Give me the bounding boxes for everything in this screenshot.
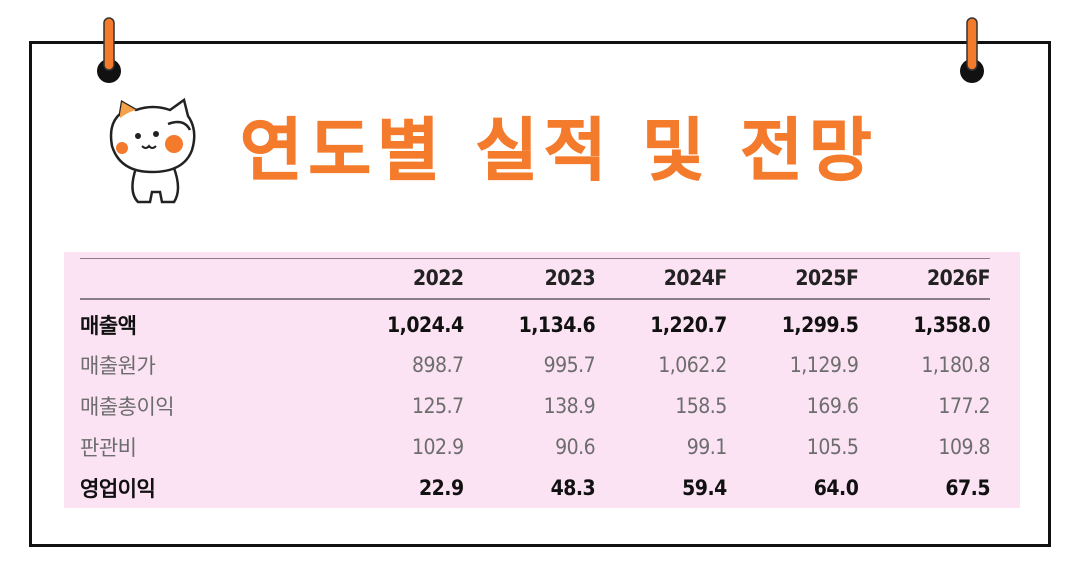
table-cell: 995.7 [543,352,596,377]
table-cell: 90.6 [555,434,596,459]
table-row: 영업이익 22.9 48.3 59.4 64.0 67.5 [80,467,990,508]
table-cell: 1,062.2 [658,352,727,377]
header-cell-year: 2022 [413,266,464,290]
row-label: 매출원가 [80,353,156,378]
table-cell: 1,129.9 [789,352,859,377]
pushpin-icon [97,17,121,83]
table-row: 판관비 102.9 90.6 99.1 105.5 109.8 [80,426,990,467]
table-row: 매출원가 898.7 995.7 1,062.2 1,129.9 1,180.8 [80,344,990,385]
row-label: 매출총이익 [80,394,175,419]
table-cell: 67.5 [945,475,990,500]
table-row: 매출액 1,024.4 1,134.6 1,220.7 1,299.5 1,35… [80,299,990,344]
table-row: 매출총이익 125.7 138.9 158.5 169.6 177.2 [80,385,990,426]
page-title: 연도별 실적 및 전망 [240,112,878,192]
table-cell: 125.7 [412,393,464,418]
table-cell: 158.5 [675,393,727,418]
header-cell-year: 2023 [544,266,596,290]
table-cell: 99.1 [686,434,728,459]
header-cell-year: 2026F [927,266,990,290]
table-cell: 22.9 [418,475,464,500]
table-cell: 898.7 [412,352,464,377]
table-cell: 169.6 [806,393,859,418]
cat-mascot-icon [109,97,196,204]
table-cell: 177.2 [938,393,990,418]
pushpin-icon [960,17,984,83]
table-cell: 1,358.0 [913,313,990,337]
table-cell: 1,299.5 [781,313,859,337]
table-cell: 64.0 [813,475,859,500]
table-cell: 1,220.7 [650,313,727,337]
table-top-rule [80,258,990,259]
header-cell-year: 2025F [795,266,859,290]
header-cell [80,258,332,299]
table-cell: 1,024.4 [387,313,464,337]
header-cell-year: 2024F [663,266,727,290]
table-cell: 109.8 [938,434,990,459]
table-cell: 1,180.8 [921,352,990,377]
table-cell: 102.9 [412,434,464,459]
table-cell: 48.3 [550,475,596,500]
row-label: 판관비 [80,435,137,460]
financial-table: 2022 2023 2024F 2025F 2026F 매출액 1,024.4 … [80,258,990,508]
row-label: 매출액 [80,314,137,338]
financial-table-panel: 2022 2023 2024F 2025F 2026F 매출액 1,024.4 … [64,252,1020,508]
table-cell: 105.5 [806,434,859,459]
table-cell: 138.9 [543,393,596,418]
table-cell: 59.4 [682,475,727,500]
table-header-row: 2022 2023 2024F 2025F 2026F [80,258,990,299]
table-cell: 1,134.6 [518,313,596,337]
row-label: 영업이익 [80,476,156,501]
